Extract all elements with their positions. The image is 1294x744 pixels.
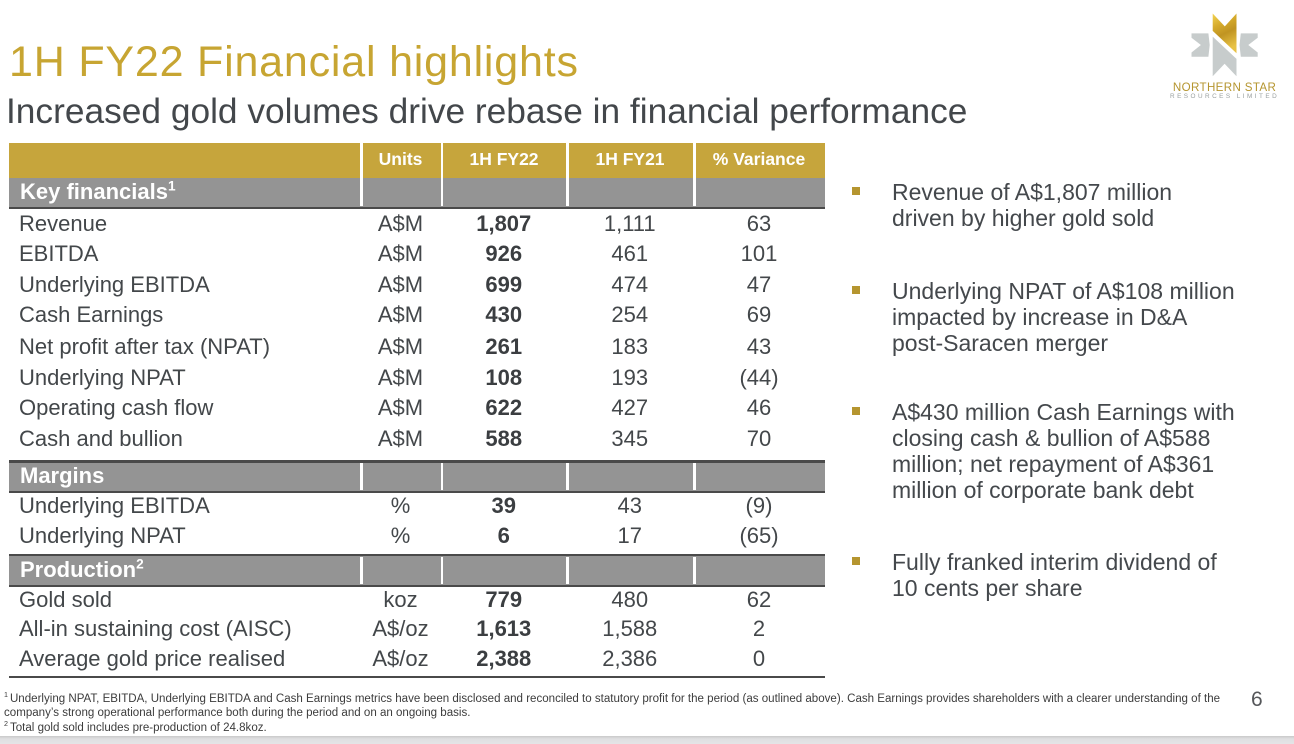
svg-text:NORTHERN STAR: NORTHERN STAR xyxy=(1173,81,1276,94)
svg-text:RESOURCES LIMITED: RESOURCES LIMITED xyxy=(1170,93,1279,100)
